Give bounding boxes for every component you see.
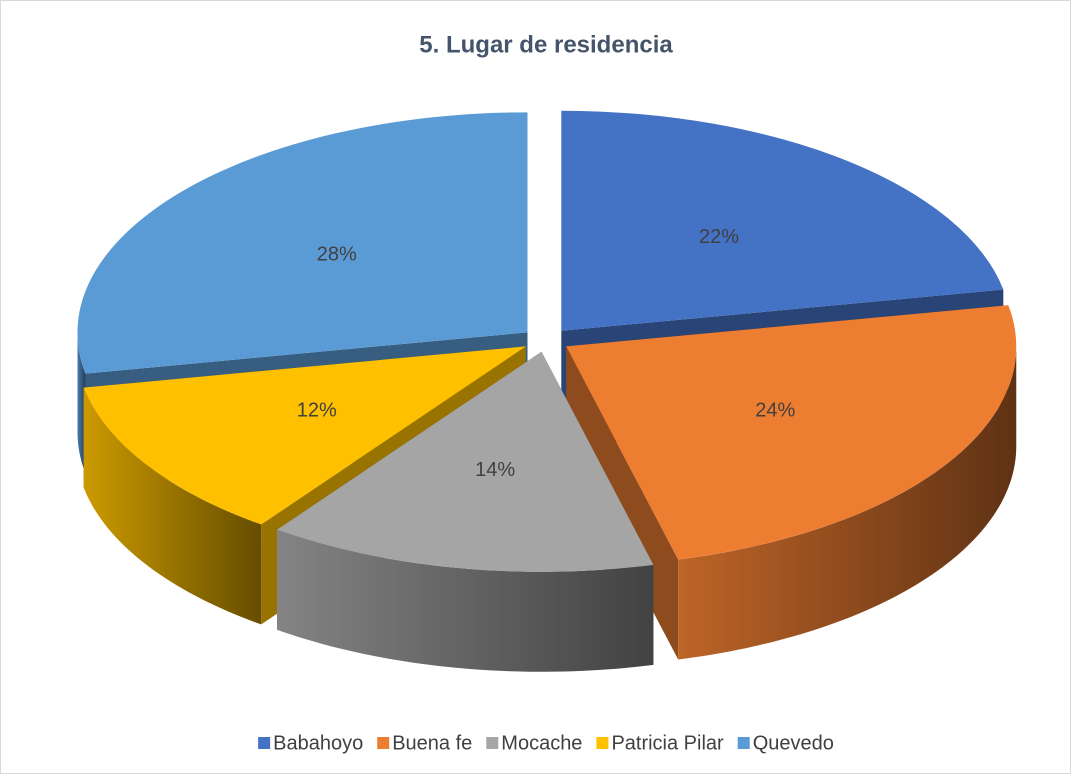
- chart-title: 5. Lugar de residencia: [419, 31, 673, 58]
- legend-swatch: [596, 737, 609, 749]
- slice-top: [561, 110, 1004, 331]
- slice-top: [276, 351, 654, 572]
- legend-label: Babahoyo: [273, 732, 363, 754]
- legend-swatch: [258, 737, 271, 749]
- slice-top: [77, 112, 528, 374]
- slice-side: [83, 387, 262, 625]
- slice: [566, 305, 1017, 660]
- legend: Babahoyo Buena fe Mocache Patricia Pilar Que…: [258, 732, 834, 754]
- legend-swatch: [486, 737, 499, 749]
- data-label: 24%: [755, 400, 795, 422]
- legend-label: Buena fe: [392, 732, 472, 754]
- data-label: 28%: [317, 244, 357, 266]
- data-label: 14%: [475, 459, 515, 481]
- legend-label: Patricia Pilar: [611, 732, 724, 754]
- data-label: 22%: [699, 226, 739, 248]
- slice-side: [77, 332, 86, 474]
- legend-swatch: [737, 737, 750, 749]
- slice-side: [276, 529, 654, 672]
- legend-label: Mocache: [501, 732, 582, 754]
- slice-top: [83, 346, 526, 525]
- data-label: 12%: [297, 400, 337, 422]
- legend-swatch: [377, 737, 390, 749]
- slice-side: [678, 346, 1017, 660]
- legend-label: Quevedo: [753, 732, 834, 754]
- slice: [276, 351, 654, 672]
- slice-top: [566, 305, 1017, 560]
